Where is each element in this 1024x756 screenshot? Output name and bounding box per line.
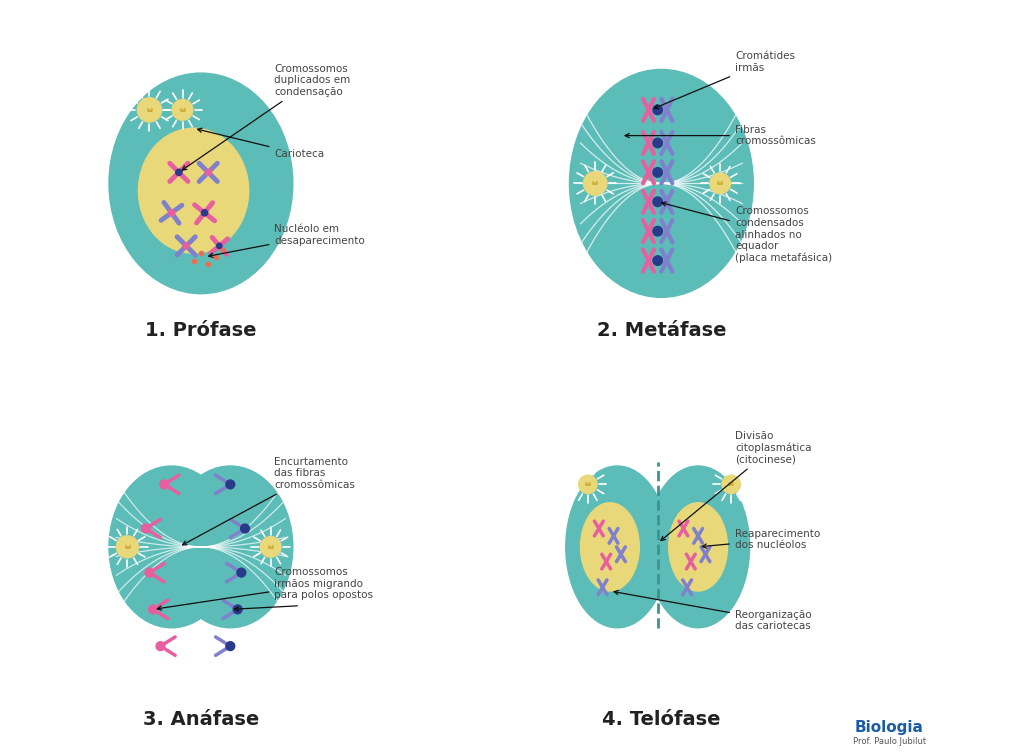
Ellipse shape [647,466,750,627]
Text: Cromátides
irmãs: Cromátides irmãs [654,51,795,109]
Text: Reorganização
das cariotecas: Reorganização das cariotecas [614,590,811,631]
Text: ω: ω [585,482,591,488]
Circle shape [168,209,174,216]
Text: ω: ω [267,544,273,550]
Circle shape [653,168,663,177]
Text: 4. Telófase: 4. Telófase [602,710,721,729]
Circle shape [202,209,208,216]
Circle shape [183,243,189,249]
Ellipse shape [669,503,727,591]
Circle shape [226,642,234,651]
Circle shape [710,173,730,194]
Circle shape [237,569,246,577]
Circle shape [217,243,222,249]
Text: 2. Metáfase: 2. Metáfase [597,321,726,340]
Text: Carioteca: Carioteca [198,129,325,159]
Ellipse shape [168,466,293,627]
Ellipse shape [138,129,249,253]
Text: Cromossomos
irmãos migrando
para polos opostos: Cromossomos irmãos migrando para polos o… [158,567,374,610]
Text: Prof. Paulo Jubilut: Prof. Paulo Jubilut [853,737,926,746]
Text: Nucléolo em
desaparecimento: Nucléolo em desaparecimento [209,224,366,257]
Text: Fibras
cromossômicas: Fibras cromossômicas [625,125,816,147]
Circle shape [226,480,234,489]
Circle shape [653,138,663,147]
Text: 3. Anáfase: 3. Anáfase [142,710,259,729]
Text: 1. Prófase: 1. Prófase [145,321,257,340]
Text: Biologia: Biologia [855,720,924,735]
Text: ω: ω [179,107,185,113]
Text: ω: ω [728,482,734,488]
Text: ω: ω [717,181,723,187]
Circle shape [653,105,663,115]
Circle shape [172,100,193,120]
Circle shape [241,524,250,533]
Ellipse shape [566,466,669,627]
Ellipse shape [569,70,754,297]
Circle shape [233,605,242,614]
Circle shape [117,536,138,558]
Circle shape [156,642,165,651]
Circle shape [137,98,162,122]
Circle shape [205,169,211,175]
Text: ω: ω [146,107,153,113]
Ellipse shape [109,73,293,293]
Text: Divisão
citoplasmática
(citocinese): Divisão citoplasmática (citocinese) [660,431,811,541]
Circle shape [584,172,607,195]
Circle shape [653,197,663,206]
Circle shape [141,524,151,533]
Text: ω: ω [592,181,598,187]
Circle shape [260,537,281,557]
Ellipse shape [109,466,233,627]
Text: Encurtamento
das fibras
cromossômicas: Encurtamento das fibras cromossômicas [182,457,355,545]
Text: Cromossomos
duplicados em
condensação: Cromossomos duplicados em condensação [182,64,350,170]
Circle shape [653,226,663,236]
Circle shape [148,605,158,614]
Circle shape [145,569,154,577]
Circle shape [579,476,597,494]
Circle shape [653,256,663,265]
Text: Reaparecimento
dos nucléolos: Reaparecimento dos nucléolos [702,528,820,550]
Circle shape [160,480,169,489]
Circle shape [176,169,182,175]
Circle shape [722,476,740,494]
Text: Cromossomos
condensados
alinhados no
equador
(placa metafásica): Cromossomos condensados alinhados no equ… [662,202,833,263]
Ellipse shape [581,503,639,591]
Text: ω: ω [124,544,130,550]
